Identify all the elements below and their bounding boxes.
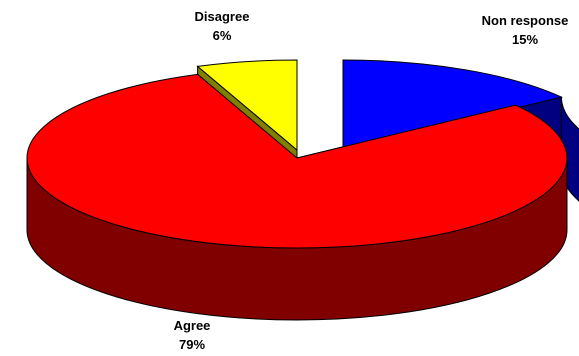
slice-value-label-disagree: 6%	[213, 28, 232, 43]
pie-labels: Non response 15% Agree 79% Disagree 6%	[174, 9, 569, 352]
slice-value-label-non-response: 15%	[512, 32, 538, 47]
pie-slice-agree	[26, 73, 568, 249]
pie-slice-non-response	[342, 59, 563, 151]
pie-slice-disagree	[196, 59, 298, 152]
slice-label-non-response: Non response	[482, 13, 569, 28]
pie-top-layer	[26, 59, 568, 249]
slice-label-agree: Agree	[174, 318, 211, 333]
slice-value-label-agree: 79%	[179, 337, 205, 352]
slice-label-disagree: Disagree	[195, 9, 250, 24]
